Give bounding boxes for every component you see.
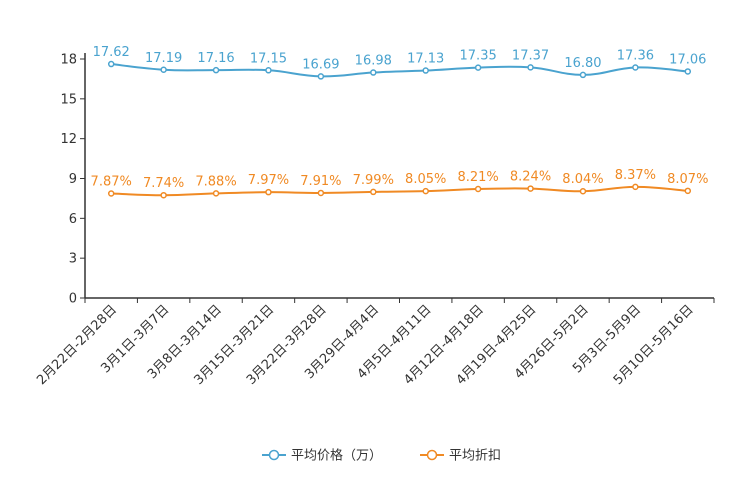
legend: 平均价格（万） 平均折扣 <box>262 448 501 464</box>
data-label: 16.69 <box>302 57 339 72</box>
data-point[interactable] <box>474 185 482 193</box>
data-point[interactable] <box>265 67 272 74</box>
axes: 03691215182月22日-2月28日3月1日-3月7日3月8日-3月14日… <box>34 53 715 388</box>
data-point[interactable] <box>422 187 429 195</box>
data-label: 17.36 <box>617 48 654 63</box>
data-point[interactable] <box>684 187 692 195</box>
data-label: 7.99% <box>353 173 394 188</box>
data-point[interactable] <box>684 68 692 75</box>
data-label: 7.87% <box>91 175 132 190</box>
data-point[interactable] <box>474 64 482 71</box>
legend-item-0[interactable]: 平均价格（万） <box>262 448 382 464</box>
data-point[interactable] <box>370 69 377 76</box>
data-label: 7.97% <box>248 173 289 188</box>
data-label: 17.19 <box>145 51 182 66</box>
legend-label: 平均价格（万） <box>291 448 382 464</box>
legend-label: 平均折扣 <box>449 449 501 464</box>
y-tick-label: 3 <box>69 252 77 267</box>
data-label: 17.15 <box>250 51 287 66</box>
data-label: 8.21% <box>457 170 498 185</box>
data-label: 7.91% <box>300 174 341 189</box>
data-point[interactable] <box>317 189 325 197</box>
data-label: 8.37% <box>615 168 656 183</box>
y-tick-label: 0 <box>69 292 77 307</box>
data-point[interactable] <box>107 60 115 68</box>
series-1: 7.87% 7.74% 7.88% 7.97% 7.91% 7.99% 8.05% 8.21%… <box>91 168 708 199</box>
data-point[interactable] <box>579 187 587 195</box>
series-0: 17.62 17.19 17.16 17.15 16.69 16.98 17.13 17.35… <box>93 45 706 80</box>
series-line <box>111 185 688 197</box>
y-tick-label: 15 <box>60 92 77 107</box>
y-tick-label: 12 <box>60 132 77 147</box>
data-point[interactable] <box>317 73 325 80</box>
data-point[interactable] <box>579 71 587 79</box>
data-point[interactable] <box>527 185 534 192</box>
legend-swatch-marker <box>426 449 438 461</box>
data-point[interactable] <box>632 64 639 71</box>
data-point[interactable] <box>632 183 639 191</box>
data-label: 16.80 <box>564 56 601 71</box>
data-point[interactable] <box>422 67 429 74</box>
series-line <box>111 63 688 78</box>
data-label: 7.88% <box>195 174 236 189</box>
y-tick-label: 18 <box>60 53 77 68</box>
data-label: 17.35 <box>460 49 497 64</box>
data-point[interactable] <box>160 66 167 74</box>
data-label: 8.05% <box>405 172 446 187</box>
data-label: 17.13 <box>407 52 444 67</box>
legend-swatch-marker <box>268 449 280 461</box>
data-point[interactable] <box>370 188 377 196</box>
legend-item-1[interactable]: 平均折扣 <box>420 449 501 464</box>
series-layer: 17.62 17.19 17.16 17.15 16.69 16.98 17.13 17.35… <box>91 45 708 199</box>
data-label: 8.07% <box>667 172 708 187</box>
data-label: 8.04% <box>562 172 603 187</box>
data-label: 17.06 <box>669 52 706 67</box>
y-tick-label: 9 <box>69 172 77 187</box>
data-label: 16.98 <box>355 54 392 69</box>
data-point[interactable] <box>212 66 220 74</box>
data-label: 17.37 <box>512 48 549 63</box>
y-tick-label: 6 <box>69 212 77 227</box>
data-point[interactable] <box>212 190 220 197</box>
data-label: 17.16 <box>197 51 234 66</box>
data-label: 17.62 <box>93 45 130 60</box>
data-label: 7.74% <box>143 176 184 191</box>
data-point[interactable] <box>527 64 534 71</box>
data-label: 8.24% <box>510 170 551 185</box>
data-point[interactable] <box>160 191 167 199</box>
data-point[interactable] <box>107 190 115 197</box>
data-point[interactable] <box>265 188 272 196</box>
